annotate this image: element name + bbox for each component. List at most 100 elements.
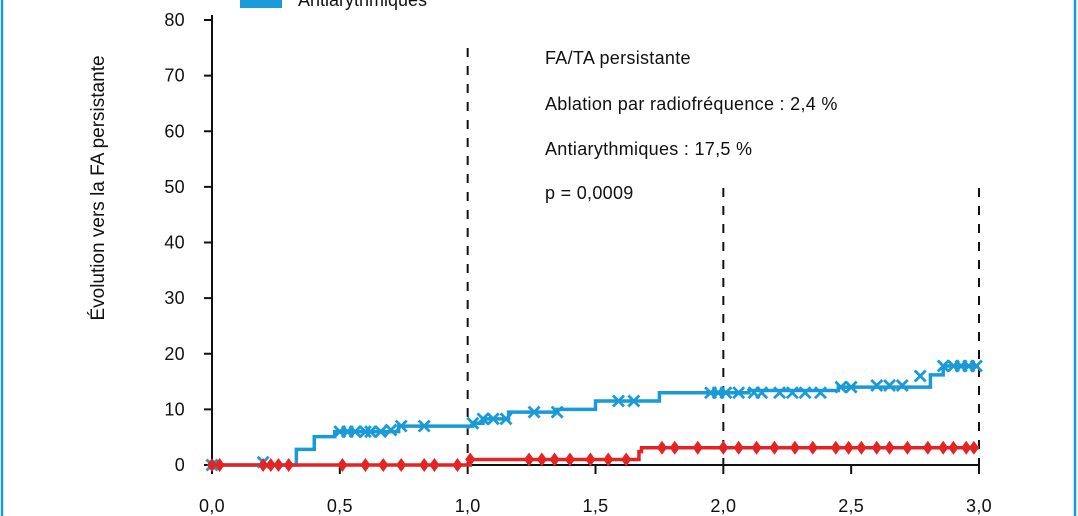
y-tick-label: 10 [164,399,185,419]
censor-mark-x [627,394,641,408]
censor-mark-diamond [214,458,225,472]
censor-mark-diamond [656,440,668,455]
censor-mark-diamond [669,440,680,455]
y-tick-label: 20 [164,344,185,364]
axis-ticks: 0 10 20 30 40 50 60 70 80 0,0 0,5 1,0 1,5 2,0 2,5 3,0 [164,10,992,516]
censor-mark-x [486,412,500,426]
x-tick-label: 0,0 [199,496,225,516]
censor-mark-x [936,359,950,373]
annotation-p-value: p = 0,0009 [545,183,634,203]
censor-mark-diamond [692,440,703,455]
censor-mark-diamond [258,458,269,472]
reference-lines [466,48,980,465]
x-tick-label: 1,0 [455,496,481,516]
x-tick-label: 1,5 [583,496,609,516]
censor-mark-diamond [419,458,430,472]
censor-mark-x [466,416,480,430]
censor-mark-x [358,425,372,439]
censor-mark-diamond [961,440,972,455]
censor-mark-diamond [465,452,476,467]
censor-mark-x [364,425,378,439]
censor-mark-diamond [265,458,276,472]
censor-mark-diamond [769,440,780,455]
x-tick-label: 2,5 [838,496,864,516]
censor-mark-diamond [206,458,218,472]
censor-mark-x [417,419,431,433]
censor-mark-x [913,369,927,383]
censor-mark-x [813,386,827,400]
y-tick-label: 50 [164,177,185,197]
legend: Antiarythmiques [240,0,427,10]
censor-mark-diamond [807,440,818,455]
y-tick-label: 30 [164,288,185,308]
censor-mark-diamond [922,440,933,455]
censor-mark-diamond [718,440,729,455]
y-tick-label: 80 [164,10,185,30]
x-tick-label: 0,5 [327,496,353,516]
censor-mark-diamond [378,458,389,472]
censor-mark-diamond [871,440,882,455]
censor-mark-x [755,386,769,400]
censor-mark-x [550,405,564,419]
censor-mark-diamond [536,452,547,467]
censor-mark-diamond [938,440,949,455]
censor-mark-diamond [884,440,895,455]
censor-mark-diamond [751,440,762,455]
censor-mark-x [969,359,983,373]
censor-mark-diamond [902,440,913,455]
y-axis-title: Évolution vers la FA persistante [88,55,109,320]
censor-mark-diamond [360,458,371,472]
censor-mark-diamond [273,458,284,472]
censor-mark-x [870,378,884,392]
censor-mark-x [773,386,787,400]
annotation-block: FA/TA persistante Ablation par radiofréq… [545,48,838,203]
censor-mark-x [844,380,858,394]
censor-mark-diamond [968,440,979,455]
censor-mark-diamond [564,452,575,467]
legend-label-antiarythmiques: Antiarythmiques [298,0,427,10]
censor-mark-x [384,423,398,437]
censor-mark-x [394,419,408,433]
y-tick-label: 40 [164,233,185,253]
y-tick-label: 0 [175,455,185,475]
censor-mark-diamond [452,458,463,472]
censor-mark-diamond [830,440,841,455]
censor-mark-diamond [621,452,632,467]
censor-mark-diamond [283,458,294,472]
x-tick-label: 3,0 [966,496,992,516]
censor-mark-x [798,386,812,400]
censor-mark-diamond [603,452,614,467]
censor-mark-x [895,378,909,392]
legend-swatch-antiarythmiques [240,0,282,8]
annotation-ablation-rate: Ablation par radiofréquence : 2,4 % [545,94,838,114]
x-tick-label: 2,0 [710,496,736,516]
censor-mark-diamond [523,452,535,467]
censor-mark-diamond [549,452,560,467]
annotation-antiarrhythmic-rate: Antiarythmiques : 17,5 % [545,139,752,159]
censor-mark-diamond [396,458,407,472]
censor-mark-x [499,412,513,426]
censor-mark-x [785,386,799,400]
series-line-1 [212,446,979,467]
censor-mark-x [348,425,362,439]
censor-markers [205,359,983,472]
censor-mark-diamond [733,440,744,455]
annotation-title: FA/TA persistante [545,48,691,68]
y-tick-label: 70 [164,66,185,86]
censor-mark-x [612,394,625,408]
censor-mark-diamond [843,440,854,455]
censor-mark-diamond [429,458,440,472]
censor-mark-x [834,380,848,394]
censor-mark-x [374,425,388,439]
censor-mark-x [883,378,897,392]
censor-mark-diamond [856,440,867,455]
y-tick-label: 60 [164,121,185,141]
censor-mark-diamond [337,458,348,472]
censor-mark-x [527,405,541,419]
censor-mark-x [719,386,733,400]
censor-mark-diamond [789,440,800,455]
censor-mark-diamond [948,440,959,455]
censor-mark-x [732,386,746,400]
